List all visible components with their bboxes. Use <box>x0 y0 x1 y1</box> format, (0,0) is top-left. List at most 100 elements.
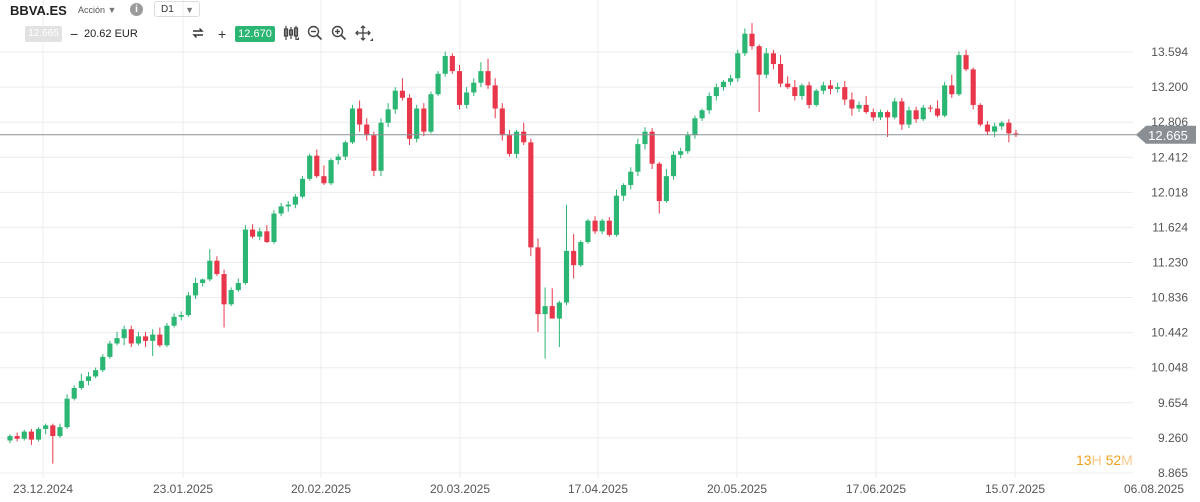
countdown-minutes: 52 <box>1105 452 1122 468</box>
candle-body-up <box>635 144 641 172</box>
candle-body-up <box>992 126 998 132</box>
candle-body-up <box>699 110 705 119</box>
y-tick-label: 12.412 <box>1151 150 1188 164</box>
candle-body-up <box>835 87 841 89</box>
y-tick-label: 11.230 <box>1152 255 1188 269</box>
timeframe-select[interactable]: D1 ▼ <box>154 1 200 17</box>
x-tick-label: 17.06.2025 <box>846 482 906 496</box>
candle-body-up <box>578 242 584 266</box>
candle-body-up <box>442 55 448 74</box>
candle-body-up <box>35 428 42 440</box>
candle-body-up <box>64 398 70 428</box>
candle-body-up <box>235 282 241 291</box>
candle-body-down <box>806 85 812 105</box>
candle-body-down <box>128 329 134 344</box>
candle-body-down <box>371 135 377 171</box>
candle-body-up <box>877 112 884 118</box>
candle-body-up <box>706 96 712 111</box>
candle-body-up <box>342 142 348 157</box>
sell-price-button[interactable]: 12.665 <box>25 26 62 42</box>
candle-body-up <box>200 279 206 283</box>
zoom-out-icon[interactable] <box>306 24 324 42</box>
candle-body-up <box>378 122 384 171</box>
y-tick-label: 10.048 <box>1151 361 1188 375</box>
zoom-in-icon[interactable] <box>330 24 348 42</box>
decrease-amount-button[interactable]: − <box>70 26 79 42</box>
candle-body-down <box>406 97 413 139</box>
candle-body-down <box>1006 122 1012 134</box>
candle-body-up <box>685 135 691 152</box>
candle-body-up <box>93 370 99 377</box>
candle-body-up <box>107 343 113 357</box>
candle-body-up <box>57 427 63 437</box>
candlestick-icon[interactable] <box>282 24 300 42</box>
candle-body-up <box>228 290 234 305</box>
candle-body-up <box>471 82 477 93</box>
candle-body-up <box>542 306 548 315</box>
candle-body-down <box>749 33 755 47</box>
candle-body-up <box>642 131 648 145</box>
y-tick-label: 9.260 <box>1158 431 1188 445</box>
candle-body-up <box>278 206 284 214</box>
amount-field[interactable]: 20.62 EUR <box>84 28 138 40</box>
candle-body-up <box>171 316 177 326</box>
info-icon[interactable]: i <box>130 3 143 16</box>
candle-body-up <box>192 282 199 296</box>
x-tick-label: 06.08.2025 <box>1124 482 1184 496</box>
symbol-label[interactable]: BBVA.ES <box>10 3 67 18</box>
candle-body-up <box>121 329 127 339</box>
candle-body-down <box>528 142 534 248</box>
candle-body-down <box>777 63 784 84</box>
candle-body-down <box>792 87 798 97</box>
candle-body-up <box>271 213 277 243</box>
candle-body-up <box>385 109 391 123</box>
candle-body-up <box>678 151 684 155</box>
candle-body-down <box>863 104 869 113</box>
candle-body-up <box>392 90 398 110</box>
candle-body-up <box>742 33 748 54</box>
x-tick-label: 15.07.2025 <box>985 482 1045 496</box>
candle-body-down <box>1013 133 1019 135</box>
candle-body-up <box>613 195 620 235</box>
move-icon[interactable] <box>354 24 373 42</box>
candle-body-down <box>449 55 455 72</box>
candle-body-up <box>892 101 898 118</box>
candle-body-up <box>349 108 356 143</box>
x-tick-label: 23.12.2024 <box>13 482 73 496</box>
candle-body-down <box>264 231 270 243</box>
candle-body-up <box>856 104 862 109</box>
candle-body-up <box>813 90 819 105</box>
candle-body-down <box>770 53 776 64</box>
candle-body-down <box>214 260 220 275</box>
candle-body-down <box>949 85 955 95</box>
candle-body-down <box>827 85 834 89</box>
candle-body-down <box>456 71 463 105</box>
candle-body-up <box>207 260 213 280</box>
candle-body-down <box>142 336 149 341</box>
y-tick-label: 13.594 <box>1151 45 1188 59</box>
candle-body-down <box>499 108 505 136</box>
candle-body-down <box>849 99 855 109</box>
candle-body-up <box>999 122 1005 127</box>
countdown-minutes-unit: M <box>1121 452 1133 468</box>
increase-amount-button[interactable]: + <box>218 26 227 42</box>
candle-body-up <box>663 176 669 202</box>
countdown-hours-unit: H <box>1091 452 1102 468</box>
buy-price-button[interactable]: 12.670 <box>235 26 275 42</box>
candle-body-up <box>7 436 13 441</box>
candle-body-up <box>150 334 156 341</box>
candle-body-up <box>178 315 184 317</box>
swap-icon[interactable] <box>191 24 209 42</box>
candle-body-down <box>250 229 256 237</box>
candle-body-up <box>956 55 962 95</box>
candle-body-up <box>71 387 77 399</box>
instrument-type-label[interactable]: Acción ▼ <box>78 5 116 15</box>
candle-body-up <box>692 118 698 136</box>
candle-body-down <box>656 163 662 202</box>
candle-body-down <box>549 306 555 319</box>
y-axis: 13.594 13.200 12.806 12.412 12.018 11.624 11.2… <box>1151 45 1188 480</box>
candle-body-down <box>977 104 983 125</box>
x-axis: 23.12.2024 23.01.2025 20.02.2025 20.03.2025… <box>13 482 1184 496</box>
y-tick-label: 8.865 <box>1158 466 1188 480</box>
